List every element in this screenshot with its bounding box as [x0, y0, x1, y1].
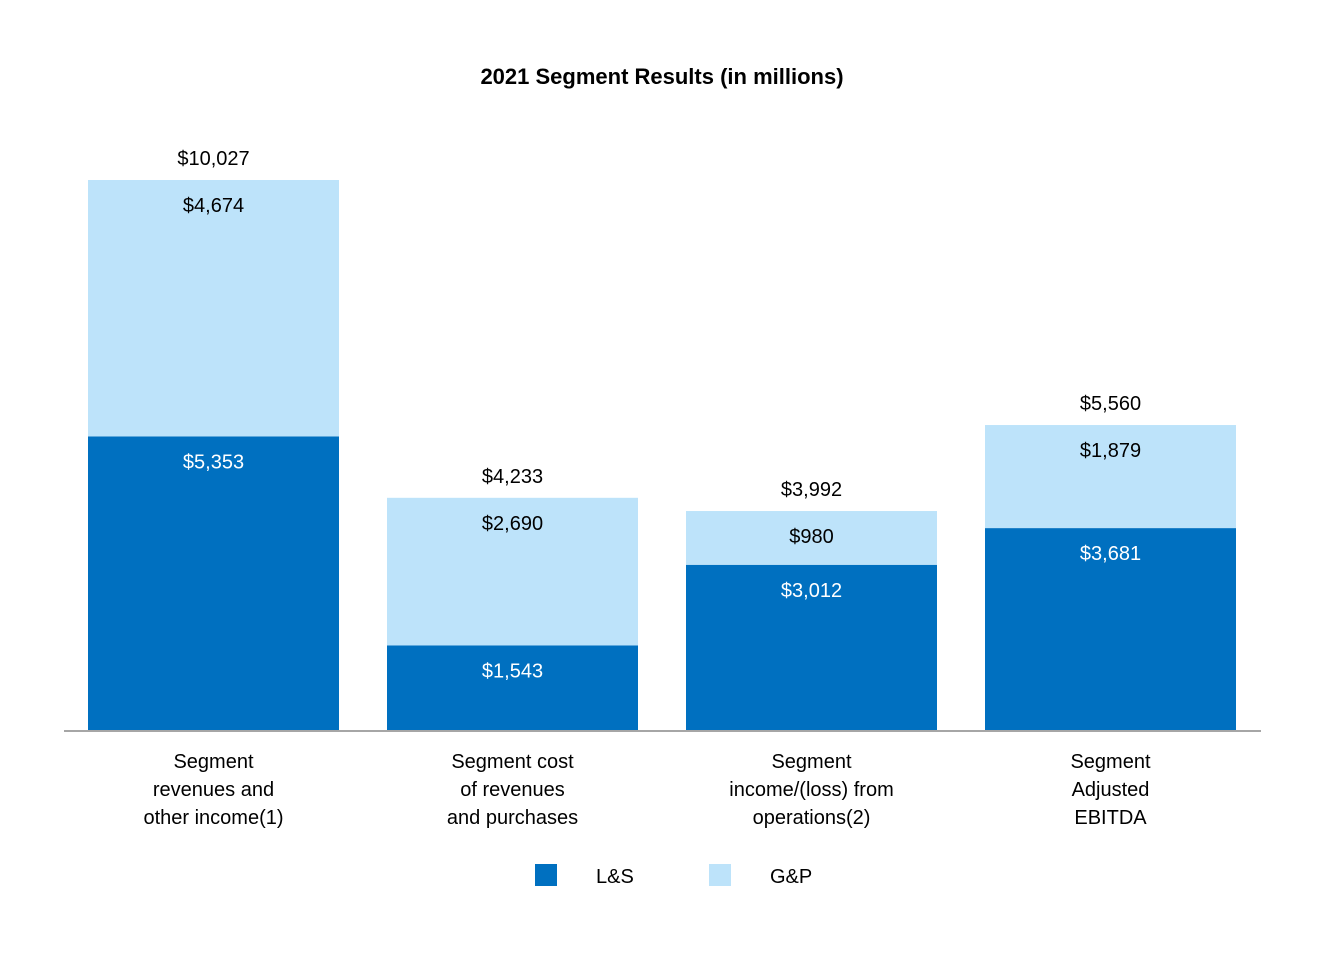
data-label-gp-4: $1,879: [1080, 440, 1141, 462]
legend-label-ls: L&S: [596, 866, 634, 888]
bar-gp-3: [686, 511, 937, 565]
total-label-4: $5,560: [1080, 393, 1141, 415]
category-label-4: Segment Adjusted EBITDA: [1070, 751, 1150, 829]
legend-swatch-ls: [535, 864, 557, 886]
bar-ls-2: [387, 645, 638, 730]
value-labels-group: $5,353 $4,674 $10,027 $1,543 $2,690 $4,233 $3,…: [177, 148, 1141, 682]
category-label-1: Segment revenues and other income(1): [143, 751, 283, 829]
category-labels-group: Segment revenues and other income(1) Segmen…: [143, 751, 1150, 829]
total-label-1: $10,027: [177, 148, 249, 170]
total-label-2: $4,233: [482, 466, 543, 488]
data-label-ls-2: $1,543: [482, 660, 543, 682]
data-label-ls-1: $5,353: [183, 451, 244, 473]
total-label-3: $3,992: [781, 479, 842, 501]
bar-gp-4: [985, 425, 1236, 529]
data-label-gp-2: $2,690: [482, 513, 543, 535]
category-label-2: Segment cost of revenues and purchases: [447, 751, 578, 829]
category-label-3: Segment income/(loss) from operations(2): [729, 751, 893, 829]
bar-ls-4: [985, 528, 1236, 730]
data-label-gp-1: $4,674: [183, 195, 244, 217]
legend: L&S G&P: [535, 864, 812, 888]
chart-title: 2021 Segment Results (in millions): [480, 64, 843, 89]
bar-gp-1: [88, 180, 339, 437]
data-label-ls-3: $3,012: [781, 580, 842, 602]
bar-ls-1: [88, 436, 339, 730]
data-label-gp-3: $980: [789, 526, 834, 548]
data-label-ls-4: $3,681: [1080, 543, 1141, 565]
bar-gp-2: [387, 497, 638, 646]
legend-swatch-gp: [709, 864, 731, 886]
bar-ls-3: [686, 564, 937, 730]
legend-label-gp: G&P: [770, 866, 812, 888]
bars-group: [88, 180, 1236, 730]
